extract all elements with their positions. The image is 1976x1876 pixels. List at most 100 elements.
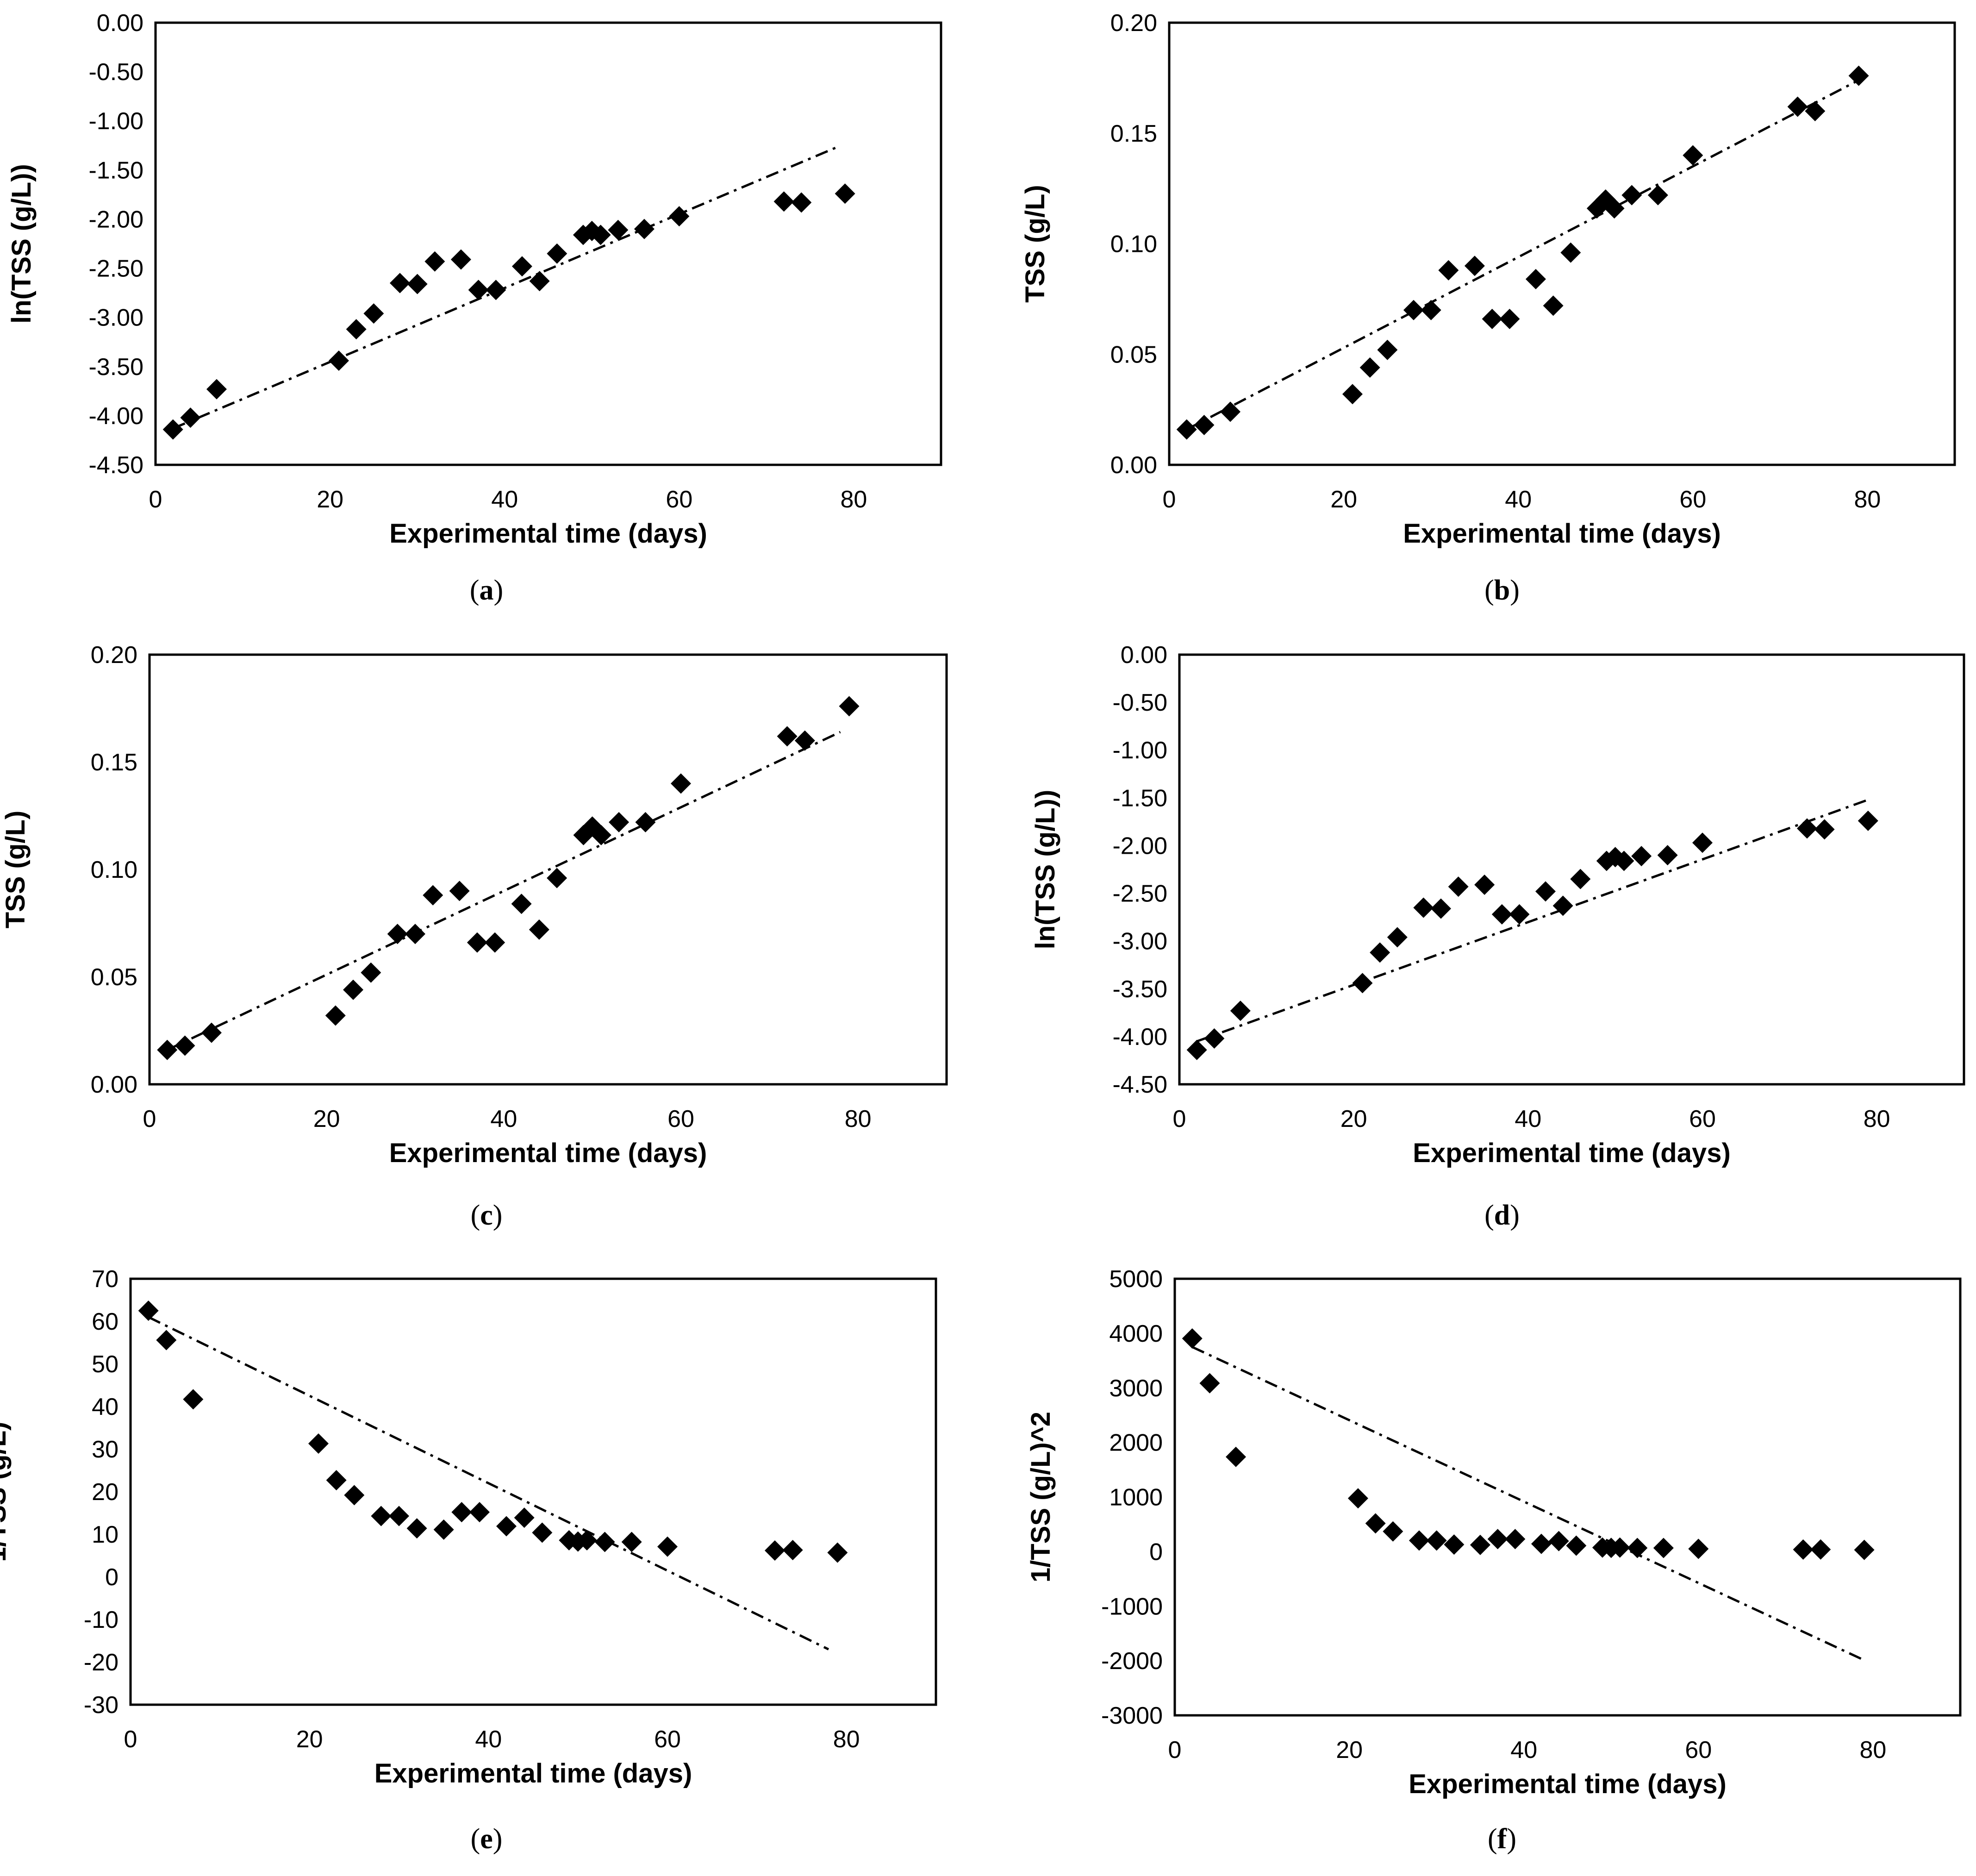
panel-caption: (a) (470, 575, 503, 606)
x-axis-title: Experimental time (days) (1409, 1769, 1727, 1799)
data-point (1204, 1028, 1225, 1049)
y-tick-label: 4000 (1109, 1320, 1163, 1347)
x-tick-label: 80 (833, 1726, 860, 1753)
data-point (1692, 832, 1713, 853)
data-point (325, 1005, 346, 1026)
y-tick-label: -4.50 (1112, 1071, 1167, 1098)
data-point (594, 1532, 615, 1552)
y-tick-label: -3000 (1101, 1702, 1163, 1729)
data-point (1347, 1488, 1368, 1509)
x-tick-label: 20 (313, 1106, 340, 1132)
data-point (1421, 300, 1441, 320)
data-point (1383, 1521, 1403, 1542)
data-point (180, 407, 201, 428)
data-point (1194, 415, 1215, 436)
y-tick-label: -2.50 (1112, 881, 1167, 907)
data-point (1543, 295, 1564, 316)
data-point (827, 1542, 848, 1563)
y-tick-label: -1.00 (88, 108, 143, 135)
x-tick-label: 60 (1689, 1106, 1716, 1132)
data-point (609, 812, 630, 832)
data-point (407, 274, 428, 294)
x-tick-label: 40 (1515, 1106, 1541, 1132)
trendline (1196, 799, 1869, 1043)
y-tick-label: 0.20 (91, 642, 137, 669)
data-point (1491, 904, 1512, 925)
data-point (1805, 101, 1826, 121)
data-point (1688, 1538, 1709, 1559)
x-tick-label: 80 (1854, 486, 1881, 513)
data-point (1220, 401, 1240, 422)
data-point (346, 319, 367, 340)
data-point (794, 730, 815, 751)
plot-frame (148, 653, 948, 1086)
data-point (1186, 1039, 1207, 1060)
data-point (1426, 1530, 1447, 1551)
x-tick-label: 20 (1336, 1737, 1363, 1763)
x-axis-title: Experimental time (days) (1413, 1138, 1731, 1168)
y-tick-label: -0.50 (88, 59, 143, 86)
data-point (449, 881, 470, 901)
x-tick-label: 0 (124, 1726, 137, 1753)
data-point (777, 726, 798, 747)
data-point (511, 256, 532, 277)
x-tick-label: 60 (1685, 1737, 1712, 1763)
data-point (791, 192, 812, 213)
data-point (634, 219, 655, 239)
y-tick-label: 0.05 (1110, 341, 1157, 368)
y-tick-label: -3.50 (88, 354, 143, 381)
plot-frame (1178, 653, 1965, 1086)
data-point (389, 273, 410, 294)
y-tick-label: -2000 (1101, 1648, 1163, 1675)
data-point (328, 350, 349, 371)
data-point (1604, 198, 1625, 219)
data-point (1377, 339, 1398, 360)
y-tick-label: 0.00 (91, 1071, 137, 1098)
plot-frame (129, 1277, 937, 1706)
data-point (529, 919, 549, 940)
y-tick-label: -30 (84, 1692, 118, 1719)
y-axis-title: TSS (g/L) (0, 811, 31, 929)
data-point (1854, 1539, 1875, 1560)
data-point (1814, 819, 1835, 840)
data-point (363, 303, 384, 324)
data-point (1470, 1534, 1490, 1555)
trendline (148, 1316, 829, 1651)
data-point (591, 825, 611, 845)
data-point (201, 1022, 222, 1043)
data-point (433, 1519, 454, 1540)
y-tick-label: -2.50 (88, 256, 143, 282)
x-tick-label: 40 (491, 486, 518, 513)
data-point (326, 1470, 347, 1491)
y-tick-label: -0.50 (1112, 689, 1167, 716)
data-point (1560, 242, 1581, 263)
x-tick-label: 0 (149, 486, 162, 513)
y-tick-label: 1000 (1109, 1484, 1163, 1511)
data-point (1509, 904, 1530, 925)
data-point (405, 924, 425, 944)
data-point (1505, 1529, 1526, 1550)
panel-caption: (b) (1484, 575, 1520, 606)
x-tick-label: 40 (1510, 1737, 1537, 1763)
y-tick-label: 20 (92, 1479, 118, 1506)
data-point (1552, 895, 1573, 916)
y-tick-label: 40 (92, 1394, 118, 1420)
y-tick-label: -1000 (1101, 1593, 1163, 1620)
data-point (1431, 898, 1451, 919)
data-point (1657, 845, 1678, 866)
y-tick-label: -3.00 (1112, 928, 1167, 955)
data-point (1683, 145, 1703, 166)
data-point (608, 219, 629, 240)
data-point (1409, 1530, 1429, 1551)
data-point (1365, 1513, 1386, 1534)
data-point (671, 773, 691, 794)
data-point (1403, 300, 1424, 320)
y-tick-label: -1.50 (1112, 785, 1167, 812)
data-point (1482, 308, 1502, 329)
data-point (162, 419, 183, 440)
data-point (1438, 260, 1459, 281)
data-point (1848, 65, 1869, 86)
data-point (657, 1536, 678, 1557)
